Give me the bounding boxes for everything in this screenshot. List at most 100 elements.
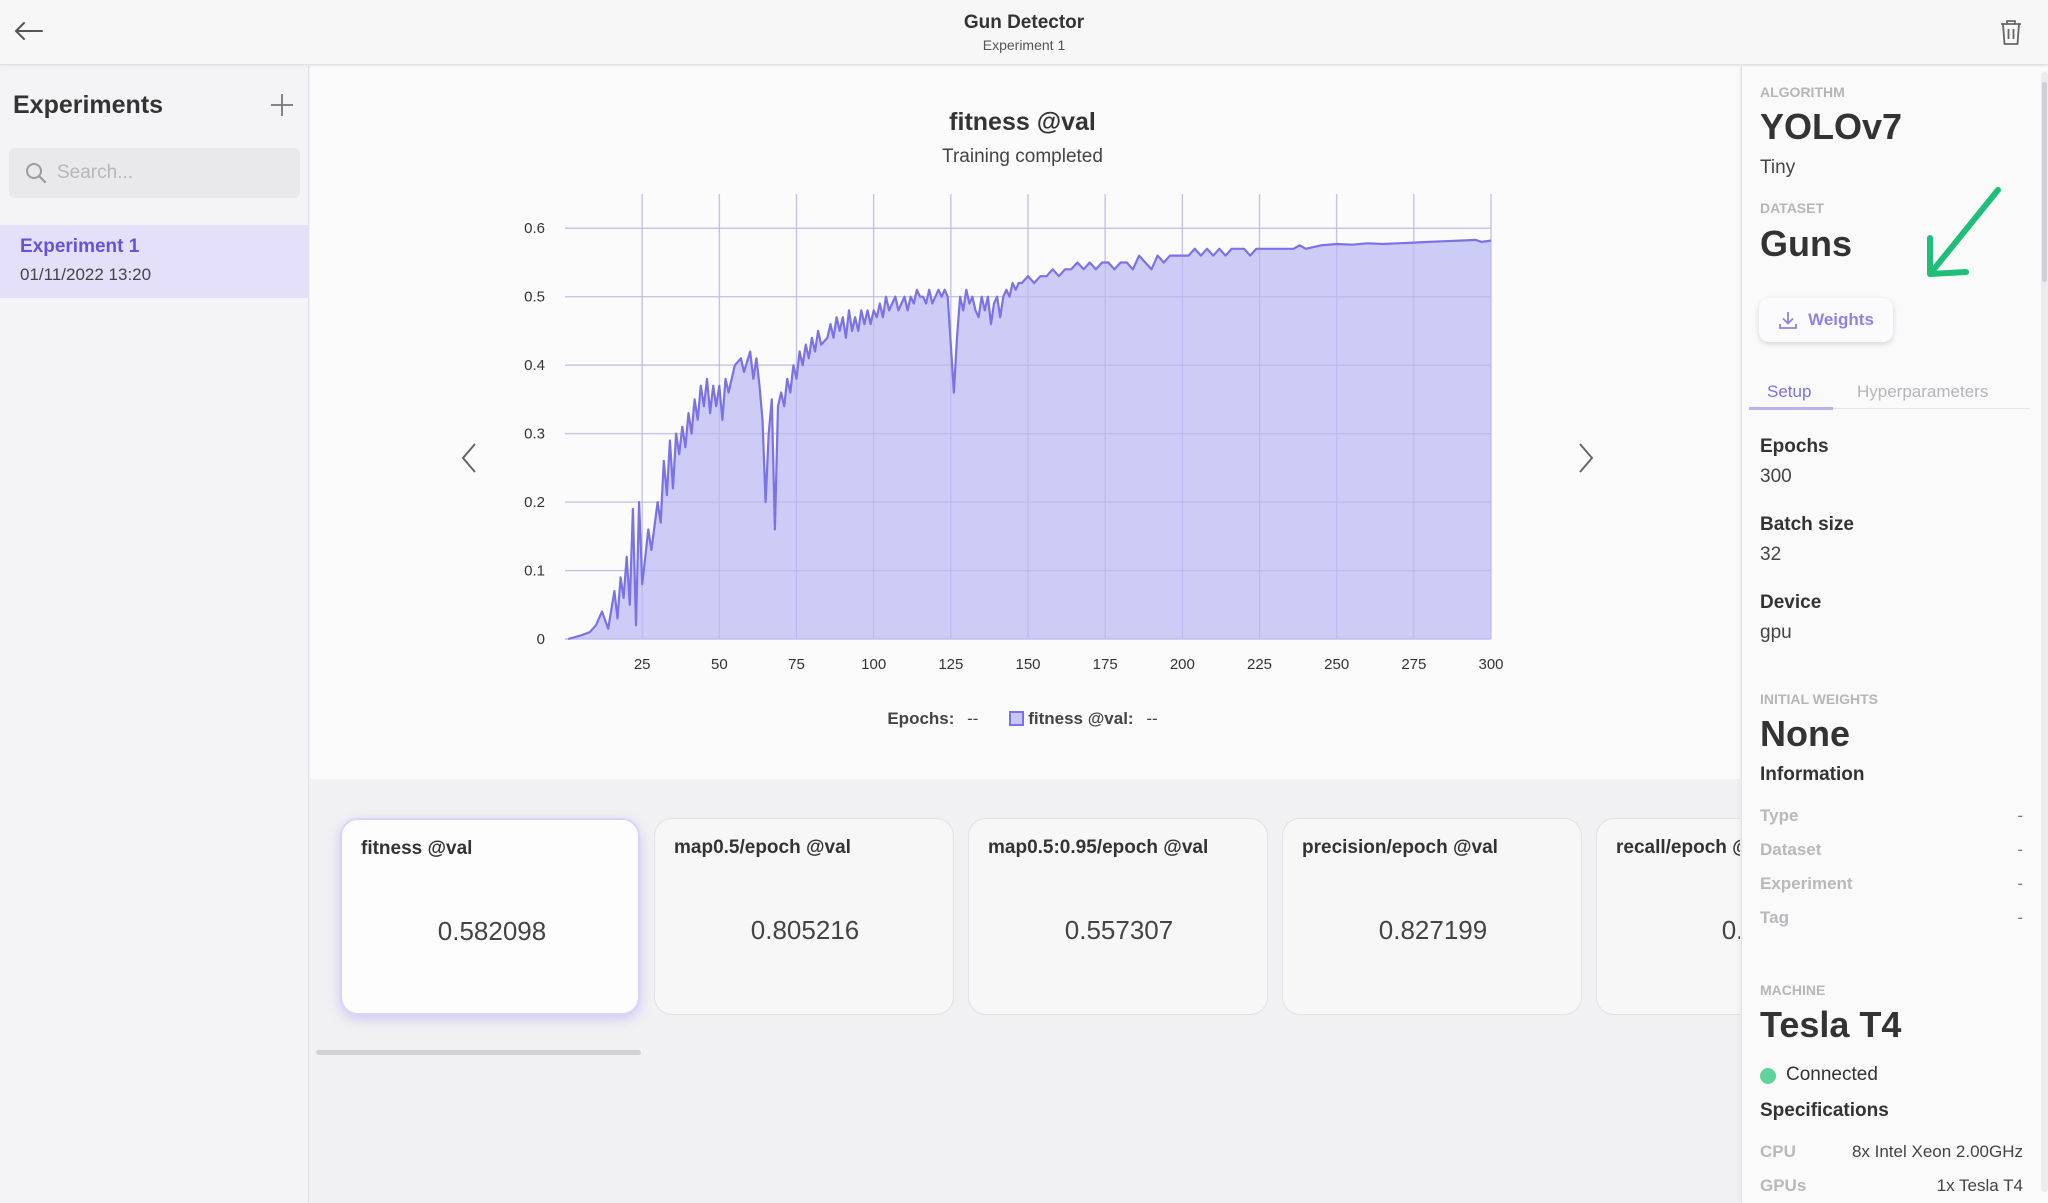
- info-row: Dataset -: [1760, 840, 2023, 860]
- metric-card-label: map0.5:0.95/epoch @val: [988, 837, 1209, 858]
- legend-series-label: fitness @val:: [1028, 709, 1134, 728]
- chart-legend: Epochs: -- fitness @val: --: [310, 709, 1735, 729]
- connection-status: Connected: [1786, 1064, 1878, 1085]
- legend-swatch: [1009, 711, 1025, 726]
- page-title: Gun Detector: [963, 12, 1085, 33]
- metric-card-label: recall/epoch @val: [1616, 837, 1740, 858]
- status-dot-icon: [1760, 1068, 1776, 1084]
- metric-card-value: 0.827199: [1378, 915, 1488, 945]
- info-key: Type: [1760, 806, 1799, 825]
- y-tick-label: 0.6: [524, 220, 545, 237]
- legend-series-value: --: [1146, 709, 1158, 728]
- algorithm-label: ALGORITHM: [1760, 84, 1845, 100]
- x-tick-label: 175: [1093, 656, 1118, 673]
- algorithm-variant: Tiny: [1760, 157, 1796, 178]
- metric-card[interactable]: precision/epoch @val 0.827199: [1282, 818, 1582, 1015]
- info-key: Experiment: [1760, 874, 1853, 893]
- info-row: Experiment -: [1760, 874, 2023, 894]
- x-tick-label: 250: [1324, 656, 1349, 673]
- horizontal-scrollbar[interactable]: [316, 1050, 641, 1055]
- spec-row: CPU 8x Intel Xeon 2.00GHz: [1760, 1142, 2023, 1162]
- annotation-arrow-icon: [1927, 187, 2001, 277]
- fitness-chart: 25 50 75 100 125 150 175 200 225 250 275 300 0 0.1 0.2…: [524, 194, 1504, 673]
- add-experiment-icon[interactable]: [269, 92, 297, 120]
- search-box[interactable]: [9, 148, 300, 198]
- back-arrow-icon[interactable]: [12, 14, 46, 48]
- device-label: Device: [1760, 592, 1822, 613]
- y-tick-label: 0.1: [524, 563, 545, 580]
- experiment-details-panel: ALGORITHM YOLOv7 Tiny DATASET Guns Weigh…: [1741, 66, 2048, 1203]
- metric-card[interactable]: recall/epoch @val 0.72: [1596, 818, 1740, 1015]
- metric-card-label: precision/epoch @val: [1302, 837, 1498, 858]
- x-tick-label: 50: [711, 656, 728, 673]
- metric-card[interactable]: fitness @val 0.582098: [340, 818, 640, 1015]
- info-value: -: [2017, 806, 2023, 825]
- x-tick-label: 275: [1401, 656, 1426, 673]
- metric-card-value: 0.805216: [750, 915, 860, 945]
- active-tab-indicator: [1749, 407, 1833, 410]
- chart-panel: fitness @val Training completed 25 50 75 10…: [310, 66, 1740, 779]
- spec-value: 8x Intel Xeon 2.00GHz: [1851, 1142, 2023, 1161]
- weights-button-label: Weights: [1808, 310, 1874, 329]
- batch-size-value: 32: [1760, 544, 1782, 565]
- tab-hyperparameters[interactable]: Hyperparameters: [1857, 382, 1989, 401]
- x-tick-label: 225: [1247, 656, 1272, 673]
- info-value: -: [2017, 908, 2023, 927]
- device-value: gpu: [1760, 622, 1792, 643]
- machine-value: Tesla T4: [1760, 1004, 1902, 1045]
- x-tick-label: 300: [1478, 656, 1503, 673]
- sidebar-title: Experiments: [13, 91, 164, 119]
- tab-setup[interactable]: Setup: [1767, 382, 1812, 401]
- info-row: Tag -: [1760, 908, 2023, 928]
- epochs-label: Epochs: [1760, 436, 1829, 457]
- algorithm-value: YOLOv7: [1760, 106, 1903, 147]
- metric-card-label: map0.5/epoch @val: [674, 837, 851, 858]
- legend-x-label: Epochs:: [887, 709, 955, 728]
- spec-row: GPUs 1x Tesla T4: [1760, 1176, 2023, 1196]
- x-tick-label: 150: [1015, 656, 1040, 673]
- experiments-sidebar: Experiments Experiment 1 01/11/2022 13:2…: [0, 66, 309, 1203]
- specifications-label: Specifications: [1760, 1100, 1889, 1121]
- search-input[interactable]: [57, 162, 287, 184]
- top-bar: Gun Detector Experiment 1: [0, 0, 2048, 65]
- info-value: -: [2017, 874, 2023, 893]
- chart-title: fitness @val: [949, 108, 1096, 136]
- title-block: Gun Detector Experiment 1: [0, 12, 2048, 53]
- chevron-right-icon[interactable]: [1570, 438, 1600, 478]
- experiment-list-item[interactable]: Experiment 1 01/11/2022 13:20: [0, 225, 309, 298]
- scrollbar-thumb[interactable]: [2042, 82, 2047, 282]
- x-tick-label: 125: [938, 656, 963, 673]
- metric-card-value: 0.72: [1721, 915, 1740, 945]
- y-tick-label: 0: [537, 631, 545, 648]
- y-tick-label: 0.5: [524, 289, 545, 306]
- spec-value: 1x Tesla T4: [1936, 1176, 2023, 1195]
- machine-label: MACHINE: [1760, 982, 1826, 998]
- batch-size-label: Batch size: [1760, 514, 1854, 535]
- spec-key: CPU: [1760, 1142, 1796, 1161]
- y-tick-label: 0.4: [524, 357, 545, 374]
- details-tabs: Setup Hyperparameters: [1749, 374, 2030, 410]
- x-tick-label: 100: [861, 656, 886, 673]
- info-key: Tag: [1760, 908, 1789, 927]
- weights-download-button[interactable]: Weights: [1759, 298, 1893, 342]
- chevron-left-icon[interactable]: [455, 438, 485, 478]
- dataset-value: Guns: [1760, 223, 1853, 264]
- y-tick-label: 0.2: [524, 494, 545, 511]
- chart-subtitle: Training completed: [942, 146, 1103, 167]
- info-key: Dataset: [1760, 840, 1822, 859]
- metric-card[interactable]: map0.5:0.95/epoch @val 0.557307: [968, 818, 1268, 1015]
- download-icon: [1779, 312, 1797, 329]
- vertical-scrollbar[interactable]: [2041, 72, 2048, 1192]
- metric-card[interactable]: map0.5/epoch @val 0.805216: [654, 818, 954, 1015]
- dataset-label: DATASET: [1760, 200, 1825, 216]
- search-icon: [26, 163, 47, 184]
- metric-card-value: 0.582098: [437, 916, 547, 946]
- info-value: -: [2017, 840, 2023, 859]
- information-label: Information: [1760, 764, 1865, 785]
- x-tick-label: 75: [788, 656, 805, 673]
- x-tick-label: 200: [1170, 656, 1195, 673]
- legend-x-value: --: [967, 709, 979, 728]
- experiment-date: 01/11/2022 13:20: [20, 265, 152, 284]
- trash-icon[interactable]: [1998, 18, 2026, 48]
- metric-card-label: fitness @val: [361, 838, 473, 859]
